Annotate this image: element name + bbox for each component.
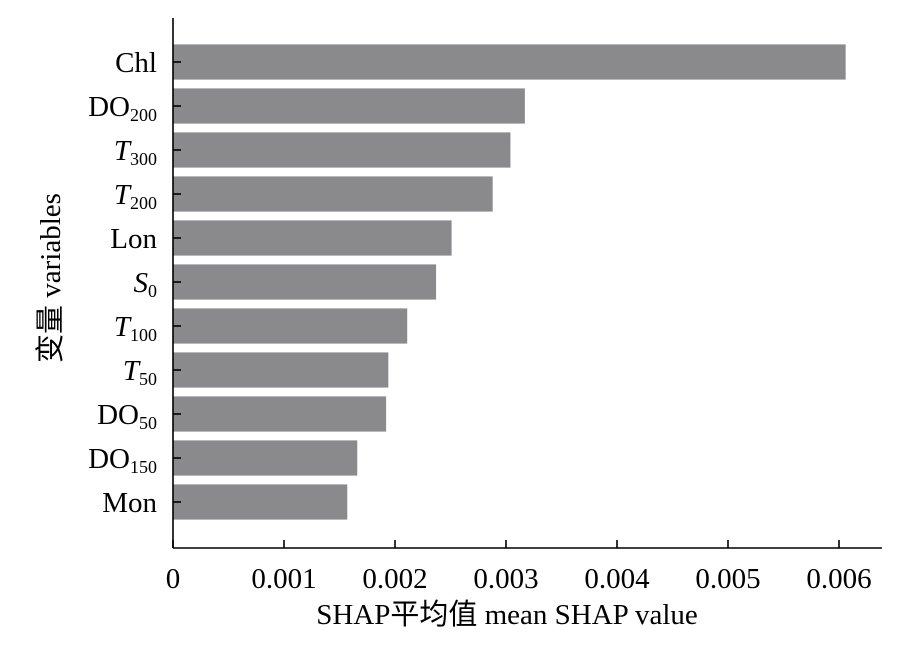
bar bbox=[173, 176, 493, 212]
bar bbox=[173, 220, 452, 256]
y-axis-title: 变量 variables bbox=[34, 193, 67, 363]
bar bbox=[173, 484, 348, 520]
bar bbox=[173, 352, 389, 388]
y-tick-label: T300 bbox=[114, 135, 157, 169]
x-tick-label: 0.005 bbox=[695, 563, 760, 595]
y-tick-label: Mon bbox=[102, 487, 157, 519]
x-tick-label: 0.006 bbox=[806, 563, 871, 595]
bar bbox=[173, 396, 387, 432]
x-axis-title: SHAP平均值 mean SHAP value bbox=[316, 598, 698, 631]
x-tick-label: 0.001 bbox=[251, 563, 316, 595]
y-tick-label: Chl bbox=[115, 47, 157, 79]
x-tick-label: 0.002 bbox=[362, 563, 427, 595]
y-tick-labels: Chl DO200 T300 T200 Lon S0 T100 T50 DO50 DO150 Mon bbox=[88, 47, 181, 519]
bar bbox=[173, 440, 358, 476]
y-tick-label: S0 bbox=[134, 267, 158, 301]
bar bbox=[173, 264, 437, 300]
x-tick-label: 0.004 bbox=[584, 563, 650, 595]
bar bbox=[173, 132, 511, 168]
x-tick-label: 0 bbox=[166, 563, 181, 595]
bar bbox=[173, 44, 846, 80]
bar bbox=[173, 88, 525, 124]
y-tick-label: DO150 bbox=[88, 443, 157, 477]
y-tick-label: T100 bbox=[114, 311, 157, 345]
bars-group bbox=[173, 44, 846, 520]
y-tick-label: DO200 bbox=[88, 91, 157, 125]
y-tick-label: T50 bbox=[123, 355, 157, 389]
y-tick-label: DO50 bbox=[97, 399, 157, 433]
x-tick-label: 0.003 bbox=[473, 563, 538, 595]
bar bbox=[173, 308, 408, 344]
x-tick-labels: 0 0.001 0.002 0.003 0.004 0.005 0.006 bbox=[166, 540, 872, 595]
y-tick-label: T200 bbox=[114, 179, 157, 213]
y-tick-label: Lon bbox=[110, 223, 157, 255]
